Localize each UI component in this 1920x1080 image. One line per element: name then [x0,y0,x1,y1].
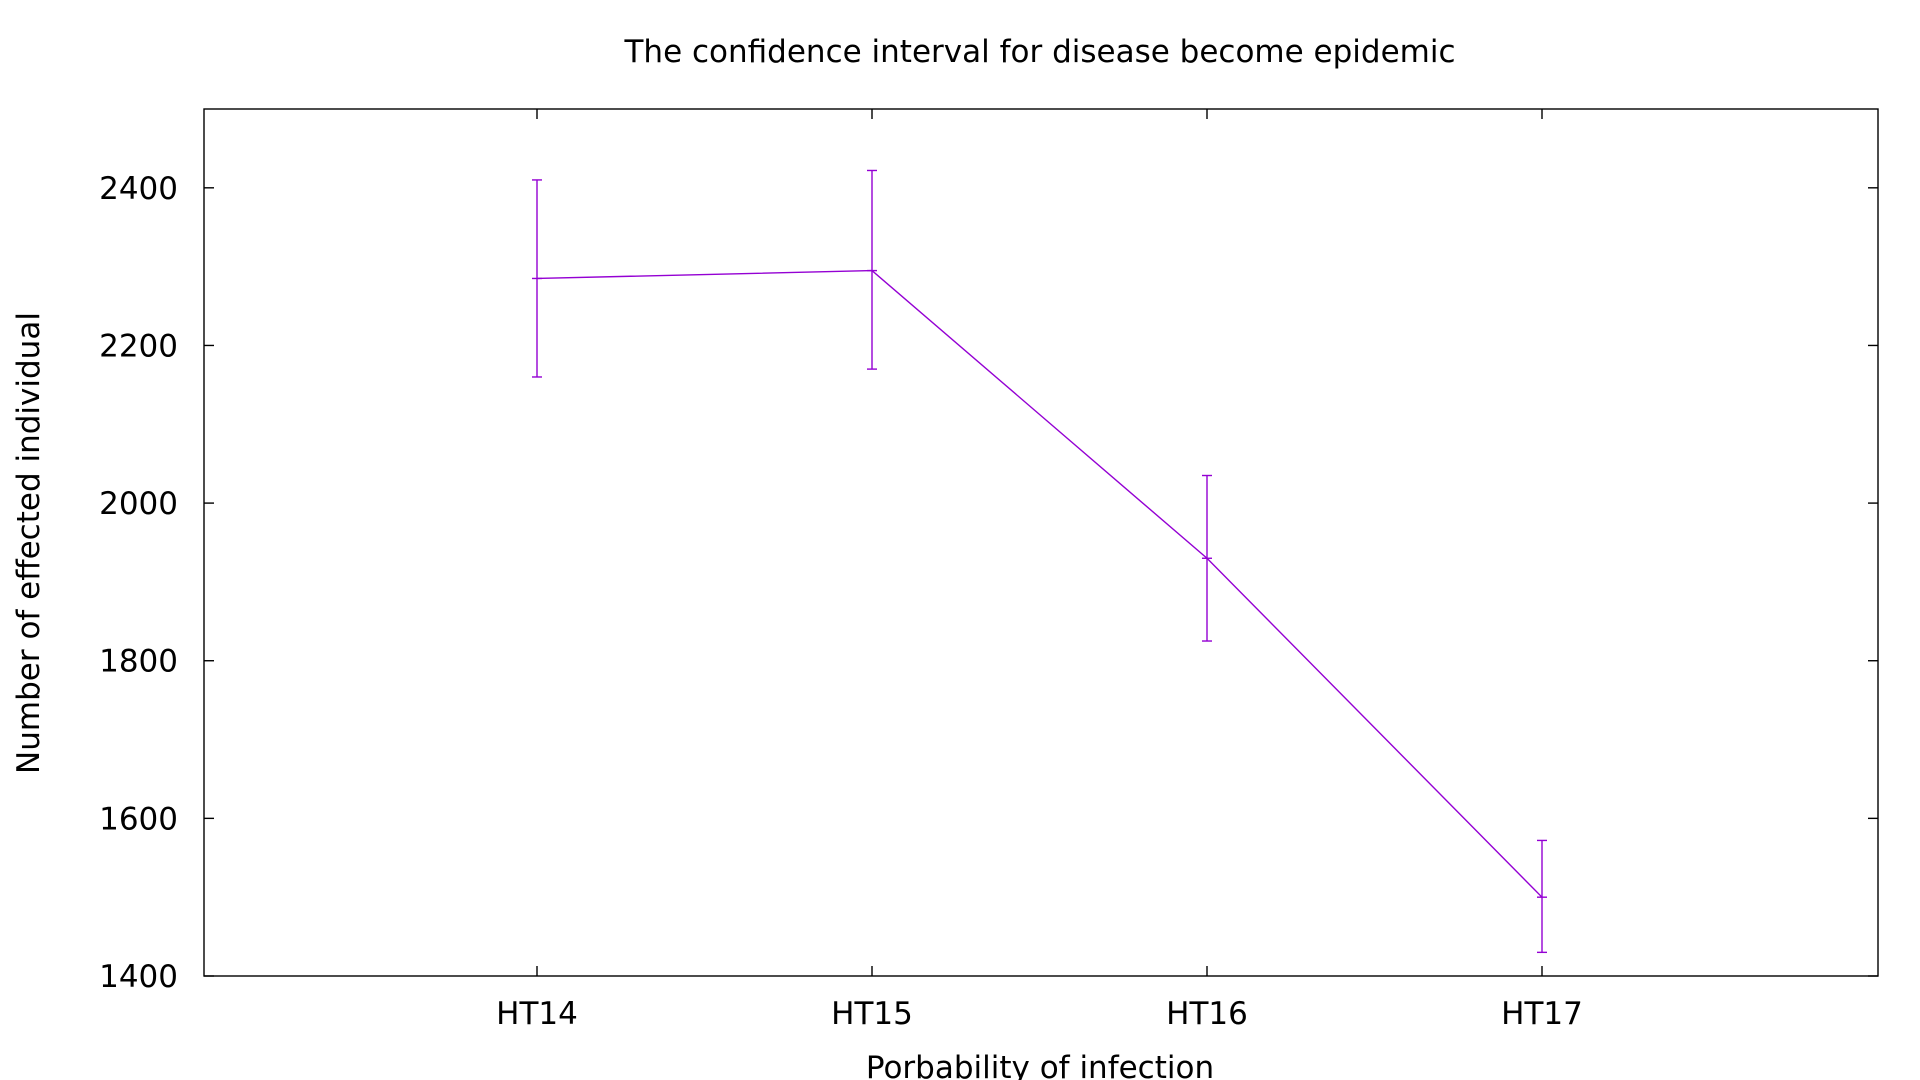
x-axis-label: Porbability of infection [866,1050,1214,1080]
x-axis-ticks: HT14 HT15 HT16 HT17 [496,109,1583,1032]
y-tick-label: 1400 [99,959,178,995]
error-bar [1537,839,1547,954]
y-tick-label: 1600 [99,801,178,837]
x-tick-label: HT15 [831,996,913,1032]
series-layer [532,169,1547,954]
y-axis-label: Number of effected individual [11,312,47,774]
x-tick-label: HT17 [1501,996,1583,1032]
y-axis-ticks: 1400 1600 1800 2000 2200 2400 [99,171,1878,995]
y-tick-label: 2400 [99,171,178,207]
y-tick-label: 1800 [99,644,178,680]
y-tick-label: 2200 [99,328,178,364]
error-bar [532,179,542,378]
x-tick-label: HT14 [496,996,578,1032]
chart-title: The confidence interval for disease beco… [623,34,1455,70]
error-bar [1202,474,1212,642]
plot-frame [203,108,1879,977]
x-tick-label: HT16 [1166,996,1248,1032]
y-tick-label: 2000 [99,486,178,522]
series-line [536,269,1543,898]
error-bar [867,169,877,370]
